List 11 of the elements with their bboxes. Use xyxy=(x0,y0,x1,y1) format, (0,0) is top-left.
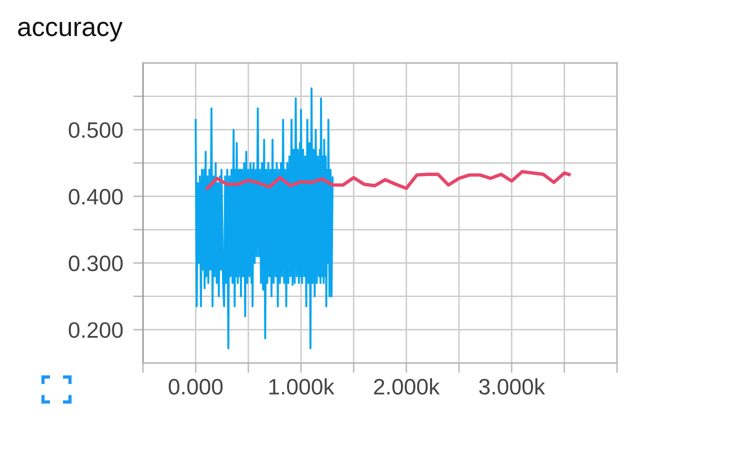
y-tick-label: 0.500 xyxy=(68,122,123,138)
y-tick-label: 0.200 xyxy=(68,322,123,338)
x-tick-label: 3.000k xyxy=(479,378,546,395)
y-tick-label: 0.300 xyxy=(68,256,123,272)
x-tick-label: 1.000k xyxy=(269,378,334,395)
chart-title: accuracy xyxy=(18,22,123,42)
x-tick-label: 0.000 xyxy=(168,378,223,395)
line-series xyxy=(204,170,572,192)
y-tick-label: 0.400 xyxy=(68,188,123,205)
x-tick-label: 2.000k xyxy=(374,378,440,395)
line-series xyxy=(194,87,334,350)
